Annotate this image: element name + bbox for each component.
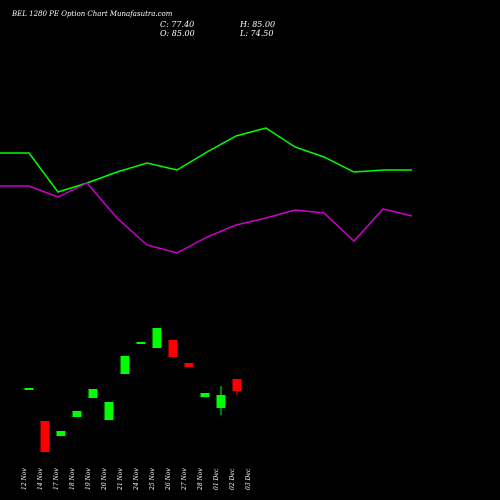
candle-26-nov bbox=[168, 340, 178, 357]
candle-18-nov bbox=[72, 411, 82, 417]
candle-body bbox=[216, 395, 226, 408]
candle-17-nov bbox=[56, 431, 66, 436]
candle-body bbox=[184, 363, 194, 367]
open-value: O: 85.00 bbox=[160, 29, 195, 38]
x-tick-label: 17 Nov bbox=[53, 468, 60, 490]
candle-body bbox=[40, 421, 50, 452]
candle-24-nov bbox=[136, 342, 146, 344]
high-value: H: 85.00 bbox=[240, 20, 276, 29]
x-axis-labels: 12 Nov 14 Nov 17 Nov 18 Nov 19 Nov 20 Nov 21 N… bbox=[21, 468, 252, 491]
chart-title: BEL 1280 PE Option Chart Munafasutra.com bbox=[12, 10, 173, 18]
candle-20-nov bbox=[104, 402, 114, 420]
x-tick-label: 02 Dec bbox=[229, 468, 236, 490]
candle-12-nov bbox=[24, 388, 34, 390]
candle-28-nov bbox=[200, 393, 210, 397]
candle-body bbox=[104, 402, 114, 420]
candle-body bbox=[152, 328, 162, 348]
x-tick-label: 20 Nov bbox=[101, 468, 108, 491]
x-tick-label: 19 Nov bbox=[85, 468, 92, 490]
candle-01-dec bbox=[216, 386, 226, 415]
candle-body bbox=[56, 431, 66, 436]
candle-27-nov bbox=[184, 363, 194, 367]
x-tick-label: 28 Nov bbox=[197, 468, 204, 491]
candle-21-nov bbox=[120, 356, 130, 374]
x-tick-label: 01 Dec bbox=[213, 468, 220, 490]
indicator-lines bbox=[0, 127, 413, 254]
candles bbox=[24, 328, 242, 452]
candle-body bbox=[168, 340, 178, 357]
candle-body bbox=[200, 393, 210, 397]
x-tick-label: 14 Nov bbox=[37, 468, 44, 490]
candle-25-nov bbox=[152, 328, 162, 348]
candle-body bbox=[232, 379, 242, 391]
x-tick-label: 21 Nov bbox=[117, 468, 124, 491]
x-tick-label: 24 Nov bbox=[133, 468, 140, 491]
indicator-line-1 bbox=[0, 127, 412, 193]
x-tick-label: 25 Nov bbox=[149, 468, 156, 491]
candle-body bbox=[88, 389, 98, 398]
low-value: L: 74.50 bbox=[240, 29, 274, 38]
x-tick-label: 12 Nov bbox=[21, 468, 28, 490]
candle-body bbox=[24, 388, 34, 390]
x-tick-label: 03 Dec bbox=[245, 468, 252, 490]
candle-body bbox=[72, 411, 82, 417]
candle-14-nov bbox=[40, 421, 50, 452]
candle-02-dec bbox=[232, 379, 242, 395]
indicator-line-2 bbox=[0, 182, 413, 254]
x-tick-label: 18 Nov bbox=[69, 468, 76, 490]
close-value: C: 77.40 bbox=[160, 20, 195, 29]
x-tick-label: 26 Nov bbox=[165, 468, 172, 491]
x-tick-label: 27 Nov bbox=[181, 468, 188, 491]
candle-body bbox=[136, 342, 146, 344]
candle-body bbox=[120, 356, 130, 374]
candle-19-nov bbox=[88, 389, 98, 398]
